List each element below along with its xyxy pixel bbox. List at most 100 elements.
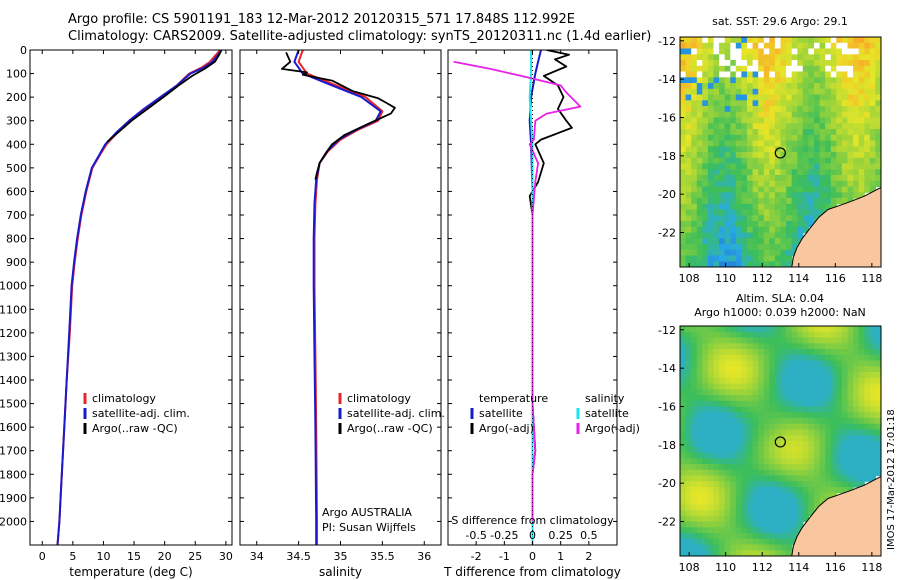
sla_map-cell [830,446,837,454]
sla_map-cell [786,533,793,540]
sla_map-cell [847,331,854,339]
sla_map-cell [819,435,826,442]
sst_map-cell [707,37,715,44]
sst_map-cell [685,152,692,159]
sla_map-cell [858,475,865,482]
sla_map-cell [819,354,826,362]
sst_map-cell [724,77,731,84]
sst_map-cell [747,157,754,165]
sla_map-cell [741,429,748,436]
sla_map-cell [735,343,742,350]
sst_map-cell [875,48,881,55]
sla_map-cell [774,458,782,465]
sst_map-cell [786,42,793,50]
sst_map-cell [841,106,849,113]
sla_map-cell [791,383,798,390]
sla_map-cell [869,383,876,390]
sst_map-cell [774,157,782,165]
sst_map-cell [752,215,759,222]
sla_map-cell [685,360,692,367]
sla_map-cell [763,538,770,546]
sla_map-cell [864,343,871,350]
sst_map-cell [769,117,776,124]
sla_map-cell [758,343,765,350]
sst_map-cell [763,163,770,170]
depth-tick-label: 500 [6,162,27,175]
sst_map-cell [713,180,720,188]
sst_map-cell [702,203,709,211]
sst_map-cell [747,94,754,101]
sst_map-cell [830,100,837,107]
sst_map-cell [758,77,765,84]
sla_map-cell [853,372,860,379]
sst_map-cell [724,65,731,73]
sla_map-cell [847,429,854,436]
sla_map-cell [724,498,731,505]
sla_map-cell [707,464,715,471]
sst_map-cell [696,209,703,216]
sst_map-cell [769,106,776,113]
sst_map-cell [830,123,837,130]
sla_map-cell [802,372,809,379]
sst_map-cell [696,37,703,44]
sla_map-cell [691,487,698,494]
sla_map-cell [758,481,765,488]
sst_map-cell [819,203,826,211]
sst_map-cell [847,192,854,199]
sst_map-cell [869,77,876,84]
sst_map-cell [864,134,871,142]
sst_map-cell [797,94,804,101]
sst_map-cell [724,111,731,119]
sla_map-cell [786,458,793,465]
sla_map-cell [747,446,754,454]
sla_map-cell [802,441,809,448]
sst_map-cell [758,203,765,211]
sst_map-cell [685,140,692,147]
depth-tick-label: 200 [6,91,27,104]
sst_map-cell [791,54,798,61]
sst_map-cell [836,192,843,199]
sst_map-cell [836,100,843,107]
salinity-legend-label: climatology [347,392,411,405]
sla_map-cell [830,412,837,419]
sla_map-cell [735,550,742,556]
sla_map-cell [735,377,742,385]
sst_map-cell [769,152,776,159]
sla_map-cell [707,452,715,459]
sst_map-cell [786,169,793,176]
sla_map-cell [780,412,787,419]
sst_map-cell [853,88,860,96]
sla_map-cell [691,343,698,350]
sst_map-cell [747,221,754,228]
sla_map-cell [685,331,692,339]
sla_map-cell [853,441,860,448]
sla_map-cell [797,395,804,402]
sla_map-cell [808,354,815,362]
sla_map-cell [719,487,726,494]
sst_map-cell [858,123,865,130]
sst_map-cell [819,100,826,107]
sla_map-cell [680,337,687,344]
sst_map-cell [841,88,849,96]
sla_map-cell [875,452,881,459]
diff-temperature-legend-label: satellite [479,407,523,420]
sla_map-cell [786,337,793,344]
sst_map-cell [724,232,731,239]
temperature-xtick-label: 5 [69,550,76,563]
sla_map-cell [747,487,754,494]
sst_map-cell [691,54,698,61]
sla_map-cell [685,498,692,505]
sst_map-cell [774,54,782,61]
sla_map-cell [702,510,709,517]
sla_map-cell [780,326,787,333]
sst_map-cell [741,157,748,165]
sst_map-cell [864,146,871,153]
sst_map-cell [685,146,692,153]
sst_map-cell [780,198,787,205]
sst_map-cell [780,48,787,55]
sst_map-cell [680,209,687,216]
sla_map-cell [780,343,787,350]
sst_map-cell [802,152,809,159]
sst_map-cell [741,48,748,55]
sst_map-cell [825,192,832,199]
